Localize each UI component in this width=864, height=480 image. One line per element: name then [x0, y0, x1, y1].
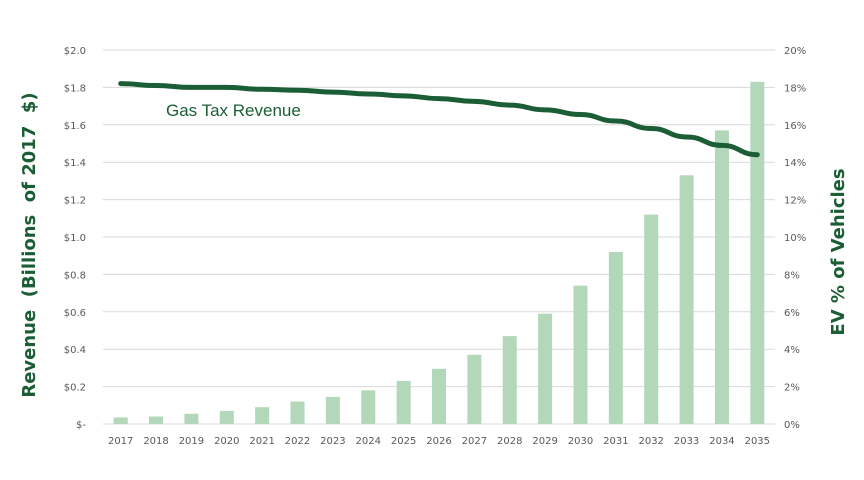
bar [396, 380, 411, 424]
bar [149, 416, 164, 424]
x-axis-tick-label: 2030 [568, 436, 593, 447]
bar [361, 390, 376, 424]
x-axis-tick-label: 2029 [532, 436, 557, 447]
left-axis-tick-label: $1.4 [64, 158, 86, 169]
x-axis-tick-label: 2026 [426, 436, 451, 447]
bar [219, 410, 234, 424]
left-axis-tick-label: $- [76, 420, 86, 431]
x-axis-tick-label: 2034 [709, 436, 734, 447]
right-axis-tick-label: 8% [784, 270, 800, 281]
left-axis-tick-label: $2.0 [64, 46, 86, 57]
x-axis-tick-label: 2035 [745, 436, 770, 447]
left-axis-tick-label: $1.6 [64, 121, 86, 132]
x-axis-tick-label: 2024 [356, 436, 381, 447]
right-axis-tick-label: 4% [784, 345, 800, 356]
x-axis-tick-label: 2019 [179, 436, 204, 447]
left-axis-title: Revenue (Billions of 2017 $) [19, 92, 40, 397]
right-axis-tick-label: 2% [784, 383, 800, 394]
x-axis-tick-label: 2031 [603, 436, 628, 447]
right-axis-tick-label: 16% [784, 121, 806, 132]
x-axis-tick-label: 2032 [638, 436, 663, 447]
x-axis-tick-label: 2020 [214, 436, 239, 447]
bar-series [113, 81, 765, 424]
x-axis-tick-label: 2018 [143, 436, 168, 447]
bar [502, 336, 517, 424]
bar [255, 407, 270, 424]
bar [538, 313, 553, 424]
bar [573, 285, 588, 424]
right-axis-title: EV % of Vehicles [828, 168, 849, 335]
right-axis-ticks: 0% 2% 4% 6% 8% 10% 12% 14% 16% 18% 20% [784, 46, 806, 431]
x-axis-tick-label: 2027 [462, 436, 487, 447]
bar [184, 413, 199, 424]
x-axis-tick-label: 2017 [108, 436, 133, 447]
x-axis-tick-label: 2022 [285, 436, 310, 447]
left-axis-tick-label: $1.8 [64, 83, 86, 94]
bar [750, 81, 765, 424]
x-axis-tick-label: 2025 [391, 436, 416, 447]
x-axis-tick-label: 2021 [249, 436, 274, 447]
x-axis-ticks: 2017 2018 2019 2020 2021 2022 2023 2024 2025 2026… [108, 436, 770, 447]
line-annotation: Gas Tax Revenue [166, 101, 301, 120]
left-axis-tick-label: $0.6 [64, 308, 86, 319]
left-axis-tick-label: $1.2 [64, 196, 86, 207]
bar [432, 368, 446, 424]
x-axis-tick-label: 2023 [320, 436, 345, 447]
bar [325, 396, 340, 424]
left-axis-tick-label: $0.2 [64, 383, 86, 394]
bar [608, 251, 623, 424]
left-axis-tick-label: $0.8 [64, 270, 86, 281]
right-axis-tick-label: 12% [784, 196, 806, 207]
right-axis-tick-label: 6% [784, 308, 800, 319]
gas-tax-revenue-line [118, 81, 760, 158]
right-axis-tick-label: 18% [784, 83, 806, 94]
bar [467, 354, 482, 424]
bar [679, 175, 694, 424]
left-axis-ticks: $- $0.2 $0.4 $0.6 $0.8 $1.0 $1.2 $1.4 $1.6 $1.8 $2… [64, 46, 87, 431]
left-axis-tick-label: $0.4 [64, 345, 86, 356]
bar [714, 130, 729, 424]
bar [290, 401, 305, 424]
bar [113, 417, 128, 424]
x-axis-tick-label: 2033 [674, 436, 699, 447]
bar [644, 214, 659, 424]
line-series [118, 81, 760, 158]
x-axis-tick-label: 2028 [497, 436, 522, 447]
right-axis-tick-label: 20% [784, 46, 806, 57]
right-axis-tick-label: 0% [784, 420, 800, 431]
right-axis-tick-label: 10% [784, 233, 806, 244]
right-axis-tick-label: 14% [784, 158, 806, 169]
gridlines [103, 49, 775, 425]
left-axis-tick-label: $1.0 [64, 233, 86, 244]
